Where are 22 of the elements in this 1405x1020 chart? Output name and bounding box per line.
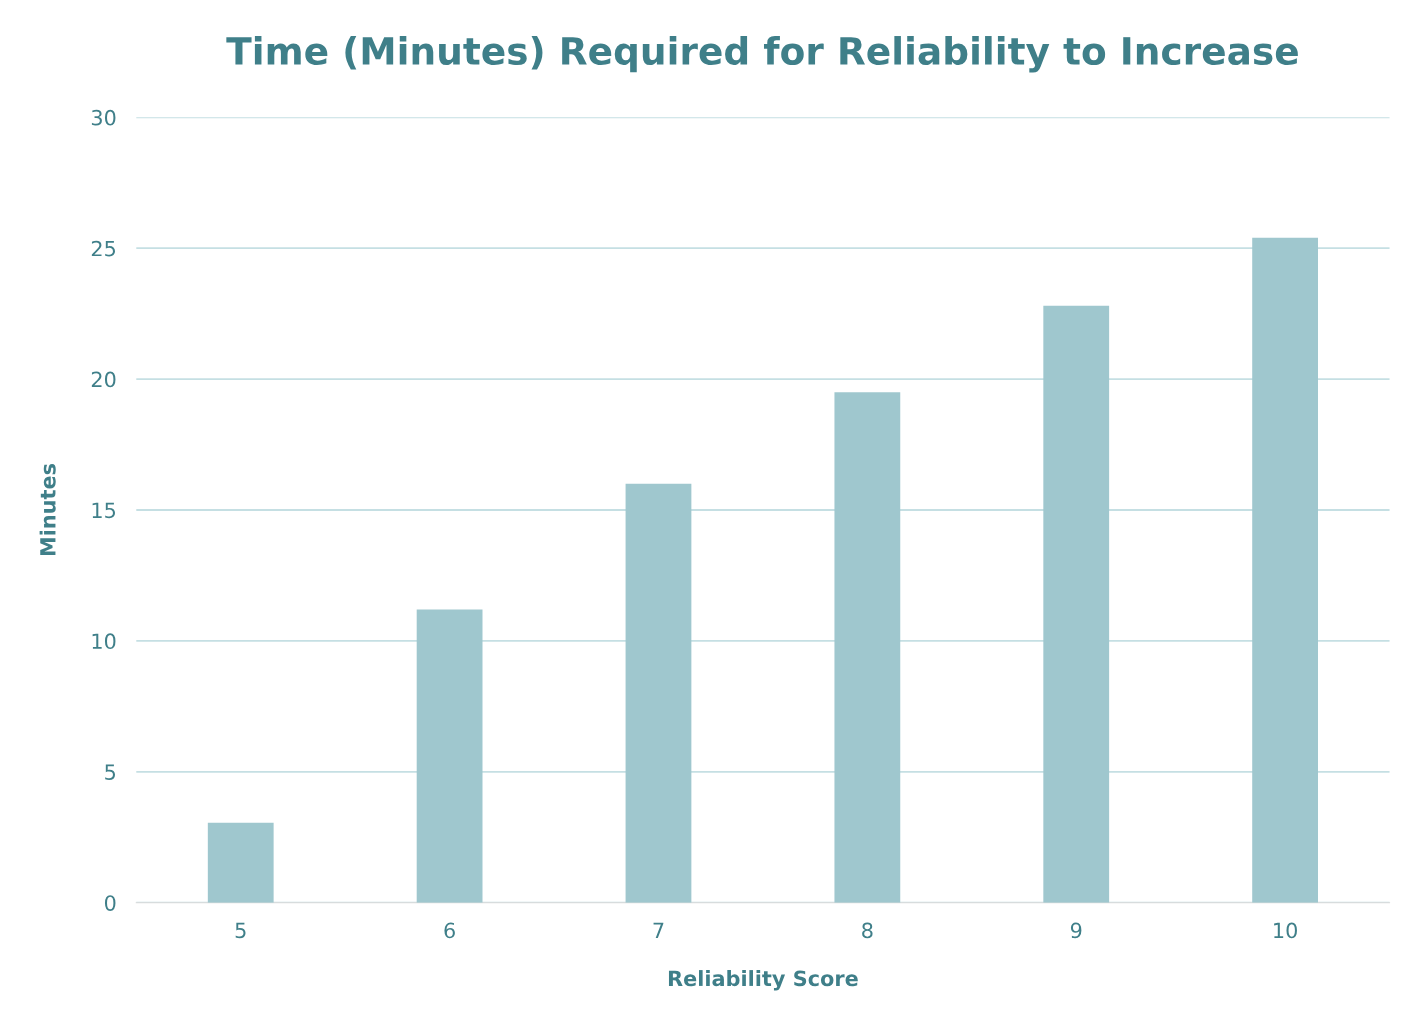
y-tick-label: 0 [104, 895, 116, 911]
x-tick-label: 6 [444, 922, 455, 939]
y-axis-title: Minutes [39, 463, 56, 556]
x-tick-label: 5 [235, 922, 246, 939]
y-tick-label: 15 [92, 502, 116, 519]
bar [1252, 237, 1318, 903]
x-tick-label: 8 [862, 922, 873, 939]
bar [207, 822, 274, 903]
bar [416, 609, 483, 903]
x-tick-label: 9 [1070, 922, 1082, 939]
y-tick-label: 25 [91, 240, 116, 257]
bar [1043, 305, 1110, 903]
chart-title: Time (Minutes) Required for Reliability to Increase [226, 36, 1298, 73]
y-tick-label: 10 [92, 633, 116, 650]
x-tick-label: 10 [1274, 922, 1297, 939]
x-axis-title: Reliability Score [668, 970, 858, 991]
y-tick-label: 30 [91, 109, 116, 126]
x-tick-label: 7 [653, 922, 664, 938]
y-tick-label: 20 [91, 371, 116, 388]
y-tick-label: 5 [105, 764, 116, 781]
bar [834, 392, 901, 903]
bar [625, 483, 692, 903]
